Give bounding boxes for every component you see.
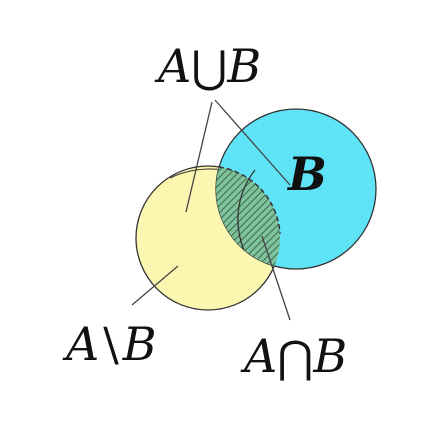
intersection-leader xyxy=(261,235,291,321)
intersection-label: A⋂B xyxy=(240,329,347,383)
difference-label: A\B xyxy=(62,317,157,371)
set-b-label: B xyxy=(286,147,327,201)
union-label: A⋃B xyxy=(154,39,261,93)
union-leader-to-b xyxy=(214,99,291,186)
intersection-dashed-edge xyxy=(218,166,281,235)
union-leader-to-a xyxy=(185,101,213,213)
intersection-solid-edge xyxy=(237,169,256,251)
intersection-region xyxy=(216,166,280,269)
difference-leader xyxy=(131,265,179,306)
